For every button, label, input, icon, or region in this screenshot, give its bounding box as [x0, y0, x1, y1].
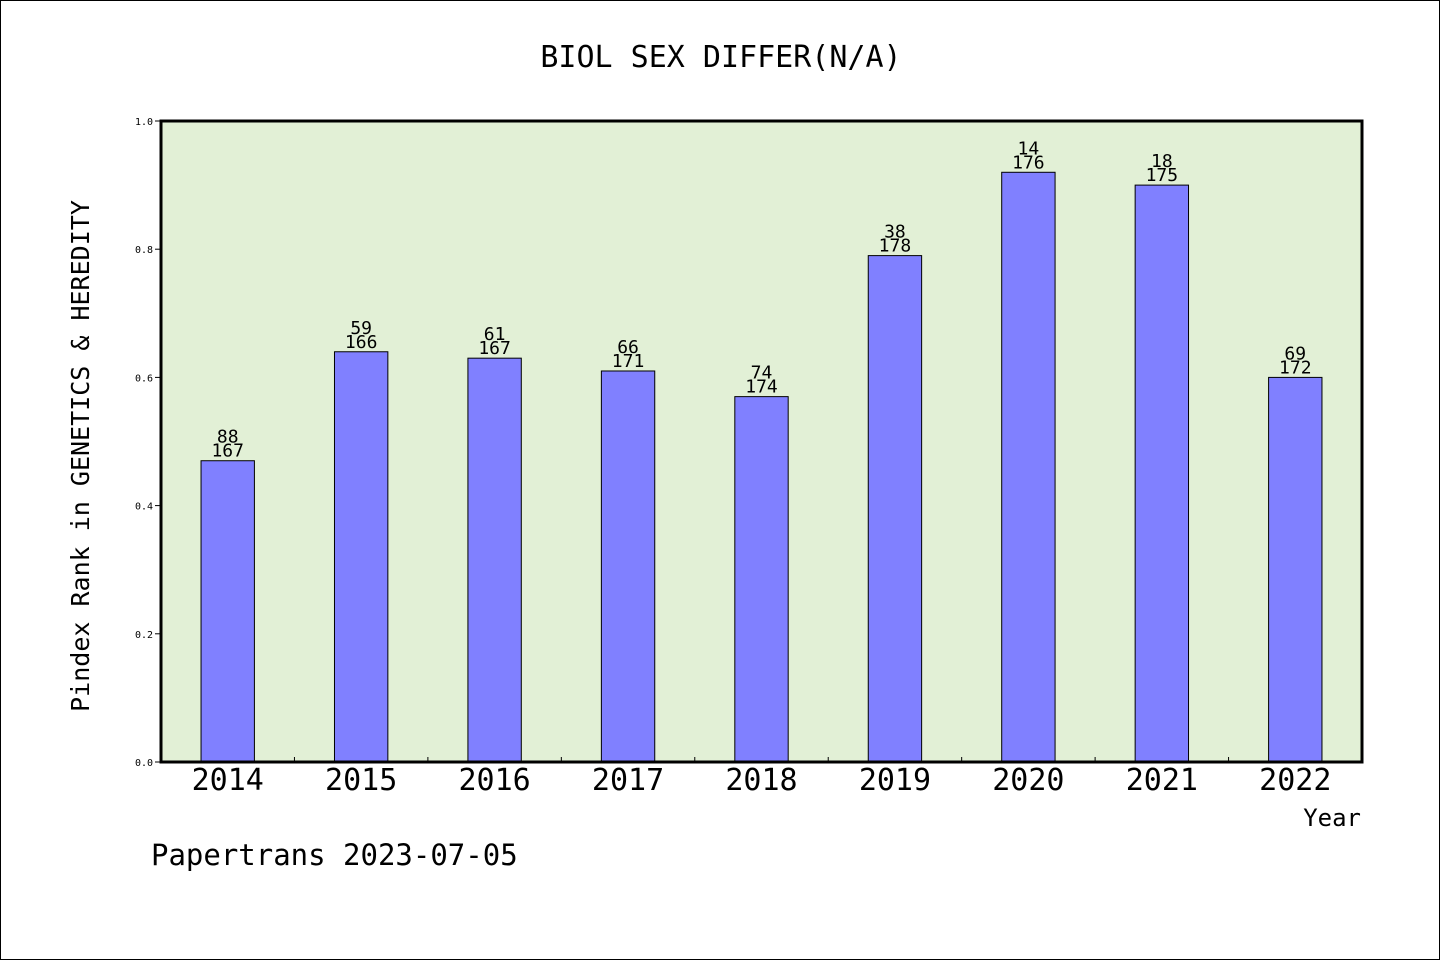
bar-2019 [867, 255, 923, 763]
bar-rank-label: 74 [751, 363, 773, 384]
x-tick-label: 2018 [725, 763, 797, 798]
y-axis-label: Pindex Rank in GENETICS & HEREDITY [66, 200, 95, 712]
bar-2015 [333, 351, 389, 763]
bar-total-label: 166 [345, 332, 378, 353]
x-tick-label: 2017 [592, 763, 664, 798]
x-tick-label: 2016 [458, 763, 530, 798]
plot-border [159, 119, 1364, 764]
bar-total-label: 171 [612, 351, 645, 372]
x-tick-label: 2022 [1259, 763, 1331, 798]
bar-2018 [734, 396, 789, 763]
y-tick-label: 0.2 [135, 630, 153, 641]
x-axis: 2014 2015 2016 2017 2018 2019 2020 2021 2022 [192, 757, 1331, 798]
bar-total-label: 167 [211, 441, 244, 462]
x-tick-label: 2020 [992, 763, 1064, 798]
bar-2021 [1134, 184, 1190, 763]
bar-rank-label: 88 [217, 427, 239, 448]
bar-total-label: 175 [1146, 165, 1179, 186]
chart-title: BIOL SEX DIFFER(N/A) [540, 40, 901, 75]
bar-total-label: 178 [879, 236, 912, 257]
bar-total-label: 172 [1279, 357, 1312, 378]
bar-2022 [1268, 376, 1323, 763]
y-tick-label: 1.0 [135, 117, 153, 128]
bar-rank-label: 61 [484, 324, 506, 345]
bar-total-label: 174 [745, 377, 778, 398]
bar-2016 [467, 357, 522, 763]
x-tick-label: 2014 [192, 763, 264, 798]
bar-rank-label: 66 [617, 337, 639, 358]
bar-total-label: 167 [478, 338, 511, 359]
bar-2014 [200, 460, 255, 763]
y-axis: 0.0 0.2 0.4 0.6 0.8 1.0 [135, 117, 161, 769]
bar-2017 [600, 370, 656, 763]
y-tick-label: 0.0 [135, 758, 153, 769]
footer-credit: Papertrans 2023-07-05 [151, 838, 518, 872]
bar-rank-label: 69 [1284, 343, 1306, 364]
x-tick-label: 2021 [1126, 763, 1198, 798]
bar-rank-label: 14 [1018, 138, 1040, 159]
y-tick-label: 0.8 [135, 245, 153, 256]
bar-rank-label: 18 [1151, 151, 1173, 172]
y-tick-label: 0.4 [135, 502, 153, 513]
bar-2020 [1001, 171, 1056, 763]
bar-rank-label: 38 [884, 222, 906, 243]
x-tick-label: 2015 [325, 763, 397, 798]
y-tick-label: 0.6 [135, 373, 153, 384]
bar-rank-label: 59 [350, 318, 372, 339]
x-axis-label: Year [1303, 804, 1361, 832]
bar-total-label: 176 [1012, 152, 1045, 173]
x-tick-label: 2019 [859, 763, 931, 798]
